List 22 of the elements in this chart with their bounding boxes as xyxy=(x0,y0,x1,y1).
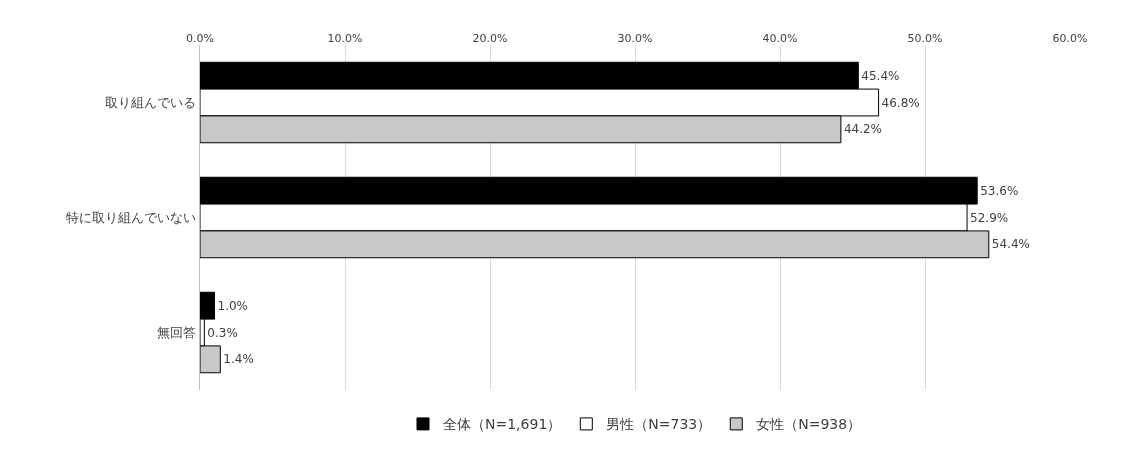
x-tick-label: 30.0% xyxy=(617,31,653,45)
data-label: 53.6% xyxy=(980,183,1019,198)
data-label: 1.4% xyxy=(223,352,254,367)
legend-label: 全体（N=1,691） xyxy=(443,416,562,433)
legend-label: 男性（N=733） xyxy=(606,416,712,433)
data-label: 44.2% xyxy=(843,122,883,137)
x-tick-label: 10.0% xyxy=(327,31,363,45)
legend-label: 女性（N=938） xyxy=(756,416,862,433)
x-tick-label: 0.0% xyxy=(186,31,214,45)
data-label: 0.3% xyxy=(207,325,238,340)
data-label: 45.4% xyxy=(861,68,900,83)
data-label: 52.9% xyxy=(970,210,1009,225)
x-tick-label: 50.0% xyxy=(907,31,943,45)
data-label: 46.8% xyxy=(881,95,920,110)
y-tick-label: 特に取り組んでいない xyxy=(66,210,197,226)
data-label: 1.0% xyxy=(217,298,248,313)
x-tick-label: 20.0% xyxy=(472,31,508,45)
x-tick-label: 40.0% xyxy=(762,31,798,45)
y-tick-label: 無回答 xyxy=(157,325,197,341)
data-label: 54.4% xyxy=(991,237,1030,252)
x-tick-label: 60.0% xyxy=(1052,31,1088,45)
y-tick-label: 取り組んでいる xyxy=(105,95,197,111)
